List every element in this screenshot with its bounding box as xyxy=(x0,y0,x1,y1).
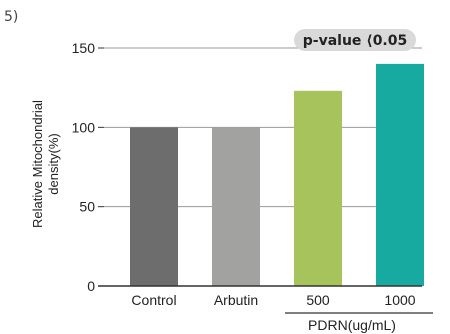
y-tick-label: 50 xyxy=(79,199,95,215)
y-axis-label-line-2: density(%) xyxy=(46,133,61,194)
x-tick-label: Control xyxy=(131,292,176,308)
y-axis-ticks: 0 50 100 150 xyxy=(72,40,104,294)
y-axis-label-line-1: Relative Mitochondrial xyxy=(30,100,45,228)
bar-500 xyxy=(294,90,342,286)
bar-control xyxy=(130,127,178,286)
y-tick-label: 100 xyxy=(72,119,96,135)
bar-arbutin xyxy=(212,127,260,286)
y-tick-label: 0 xyxy=(87,278,95,294)
y-tick-label: 150 xyxy=(72,40,96,56)
x-tick-label: 1000 xyxy=(384,292,415,308)
p-value-annotation: p-value ⟨0.05 xyxy=(303,33,407,49)
p-value-badge-background xyxy=(294,29,416,51)
bar-1000 xyxy=(376,63,424,286)
panel-label: 5) xyxy=(4,9,18,25)
x-axis-ticks: Control Arbutin 500 1000 xyxy=(131,292,415,308)
x-tick-label: 500 xyxy=(306,292,330,308)
p-value-badge: p-value ⟨0.05 xyxy=(294,29,416,51)
bars xyxy=(130,63,424,286)
y-axis-label: Relative Mitochondrial density(%) xyxy=(30,100,61,228)
x-axis-label: PDRN(ug/mL) xyxy=(308,317,396,333)
x-tick-label: Arbutin xyxy=(214,292,258,308)
